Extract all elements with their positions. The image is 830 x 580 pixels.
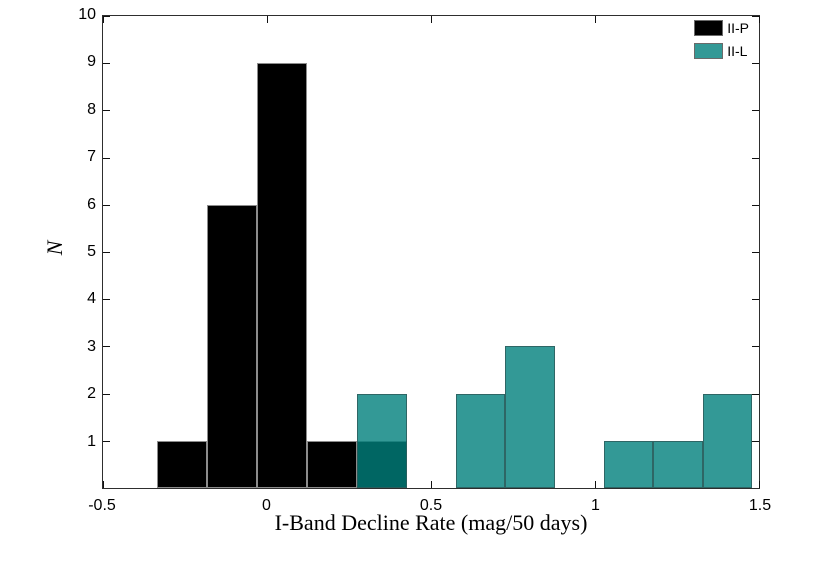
legend-row-II-P: II-P [694,20,749,36]
y-tick-label: 4 [87,290,96,308]
y-tick [103,299,110,301]
y-tick-label: 1 [87,432,96,450]
y-tick [103,252,110,253]
histogram-bar-II-L [604,440,654,488]
y-tick-mirror [752,252,759,253]
x-tick-label: 0.5 [419,497,443,514]
y-tick [103,204,110,206]
y-tick-mirror [752,16,759,17]
y-tick-mirror [752,393,759,395]
y-tick-label: 7 [87,148,96,166]
histogram-bar-II-L [653,440,703,488]
y-tick-label: 8 [87,100,96,118]
x-tick-mirror [759,16,760,23]
y-tick [103,157,110,159]
histogram-bar-II-L [357,393,407,488]
y-tick [103,110,110,112]
x-tick [431,481,432,488]
y-tick [103,346,110,348]
y-tick-mirror [752,110,759,112]
x-tick-mirror [595,16,596,23]
x-tick-mirror [431,16,432,23]
y-tick-mirror [752,440,759,442]
y-tick [103,440,110,442]
y-tick-label: 10 [78,6,96,23]
y-tick-mirror [752,299,759,301]
x-tick [759,481,760,488]
y-tick-mirror [752,346,759,348]
legend-swatch-II-L [694,43,724,59]
plot-area: II-P II-L [102,15,760,489]
y-tick-mirror [752,63,759,65]
histogram-bar-II-P [257,63,307,488]
legend-swatch-II-P [694,20,724,36]
x-tick-label: 1.5 [748,497,772,514]
y-tick-mirror [752,204,759,206]
bars-layer [103,16,759,488]
y-tick [103,16,110,17]
legend-row-II-L: II-L [694,43,749,59]
y-tick-label: 6 [87,195,96,213]
y-axis-label: N [42,240,67,256]
x-tick-mirror [103,16,104,23]
histogram-bar-II-P [157,440,207,488]
legend-label: II-L [727,43,748,59]
histogram-bar-II-P [307,440,358,488]
x-axis-label: I-Band Decline Rate (mag/50 days) [274,510,588,535]
histogram-bar-II-P [206,204,258,488]
x-tick [103,481,104,488]
y-tick-label: 9 [87,53,96,71]
y-tick [103,63,110,65]
histogram-bar-II-L [702,393,753,488]
y-tick-label: 3 [87,337,96,355]
x-tick-label: -0.5 [88,497,116,514]
x-tick-label: 0 [262,497,271,514]
y-tick-label: 5 [87,243,96,260]
x-tick-label: 1 [591,497,600,514]
legend-label: II-P [727,20,749,36]
legend: II-P II-L [694,20,749,66]
y-tick-mirror [752,157,759,159]
histogram-bar-II-L [505,346,555,488]
y-tick-label: 2 [87,385,96,403]
ticks-layer [103,16,760,488]
x-tick [595,481,596,488]
histogram-bar-II-L [455,393,506,488]
y-tick [103,393,110,395]
x-tick-mirror [267,16,268,23]
